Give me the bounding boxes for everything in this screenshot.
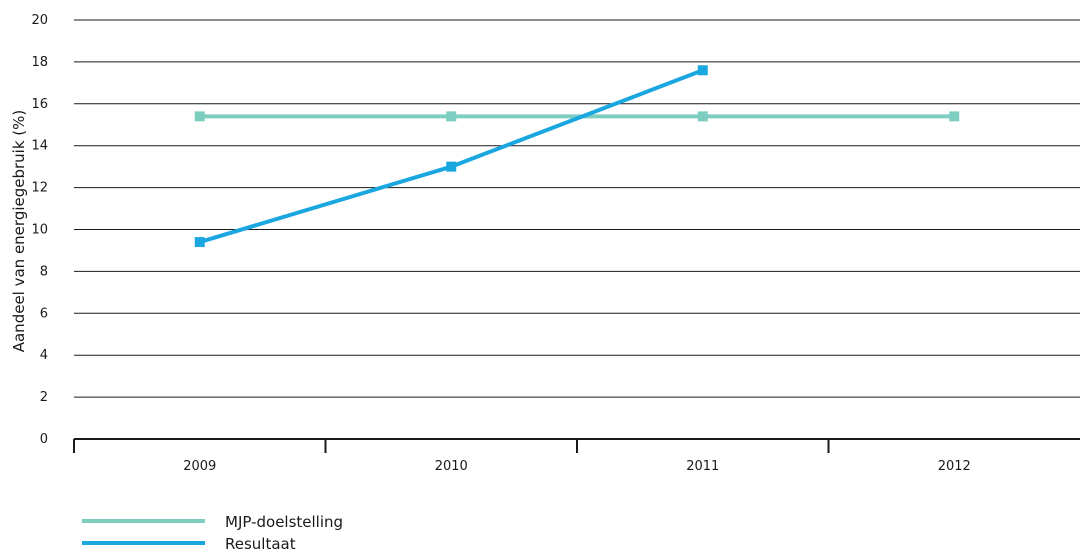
data-point-mjp-doelstelling	[446, 111, 457, 122]
x-axis: 2009 2010 2011 2012	[73, 438, 1080, 474]
data-point-mjp-doelstelling	[697, 111, 708, 122]
y-tick-label: 18	[31, 55, 48, 70]
y-tick-label: 10	[31, 223, 48, 238]
x-tick-label: 2010	[435, 459, 468, 474]
x-tick-label: 2012	[938, 459, 971, 474]
y-tick-label: 2	[40, 390, 48, 405]
y-tick-label: 0	[40, 432, 48, 447]
y-tick-label: 6	[40, 306, 48, 321]
legend: MJP-doelstelling Resultaat	[82, 513, 343, 553]
y-tick-label: 4	[40, 348, 48, 363]
y-tick-label: 12	[31, 181, 48, 196]
y-axis-title: Aandeel van energiegebruik (%)	[10, 110, 28, 353]
x-tick-label: 2011	[686, 459, 719, 474]
y-tick-label: 8	[40, 264, 48, 279]
data-point-resultaat	[697, 65, 708, 76]
legend-label-mjp-doelstelling: MJP-doelstelling	[225, 513, 343, 531]
data-point-resultaat	[194, 237, 205, 248]
series-line-resultaat	[199, 68, 704, 244]
y-axis-ticks: 0 2 4 6 8 10 12 14 16 18 20	[31, 13, 48, 447]
y-tick-label: 14	[31, 139, 48, 154]
data-point-resultaat	[446, 161, 457, 172]
data-point-mjp-doelstelling	[194, 111, 205, 122]
series-lines	[194, 65, 960, 248]
y-tick-label: 16	[31, 97, 48, 112]
data-point-mjp-doelstelling	[949, 111, 960, 122]
gridlines	[74, 19, 1080, 398]
x-tick-label: 2009	[183, 459, 216, 474]
y-tick-label: 20	[31, 13, 48, 28]
legend-label-resultaat: Resultaat	[225, 535, 296, 553]
